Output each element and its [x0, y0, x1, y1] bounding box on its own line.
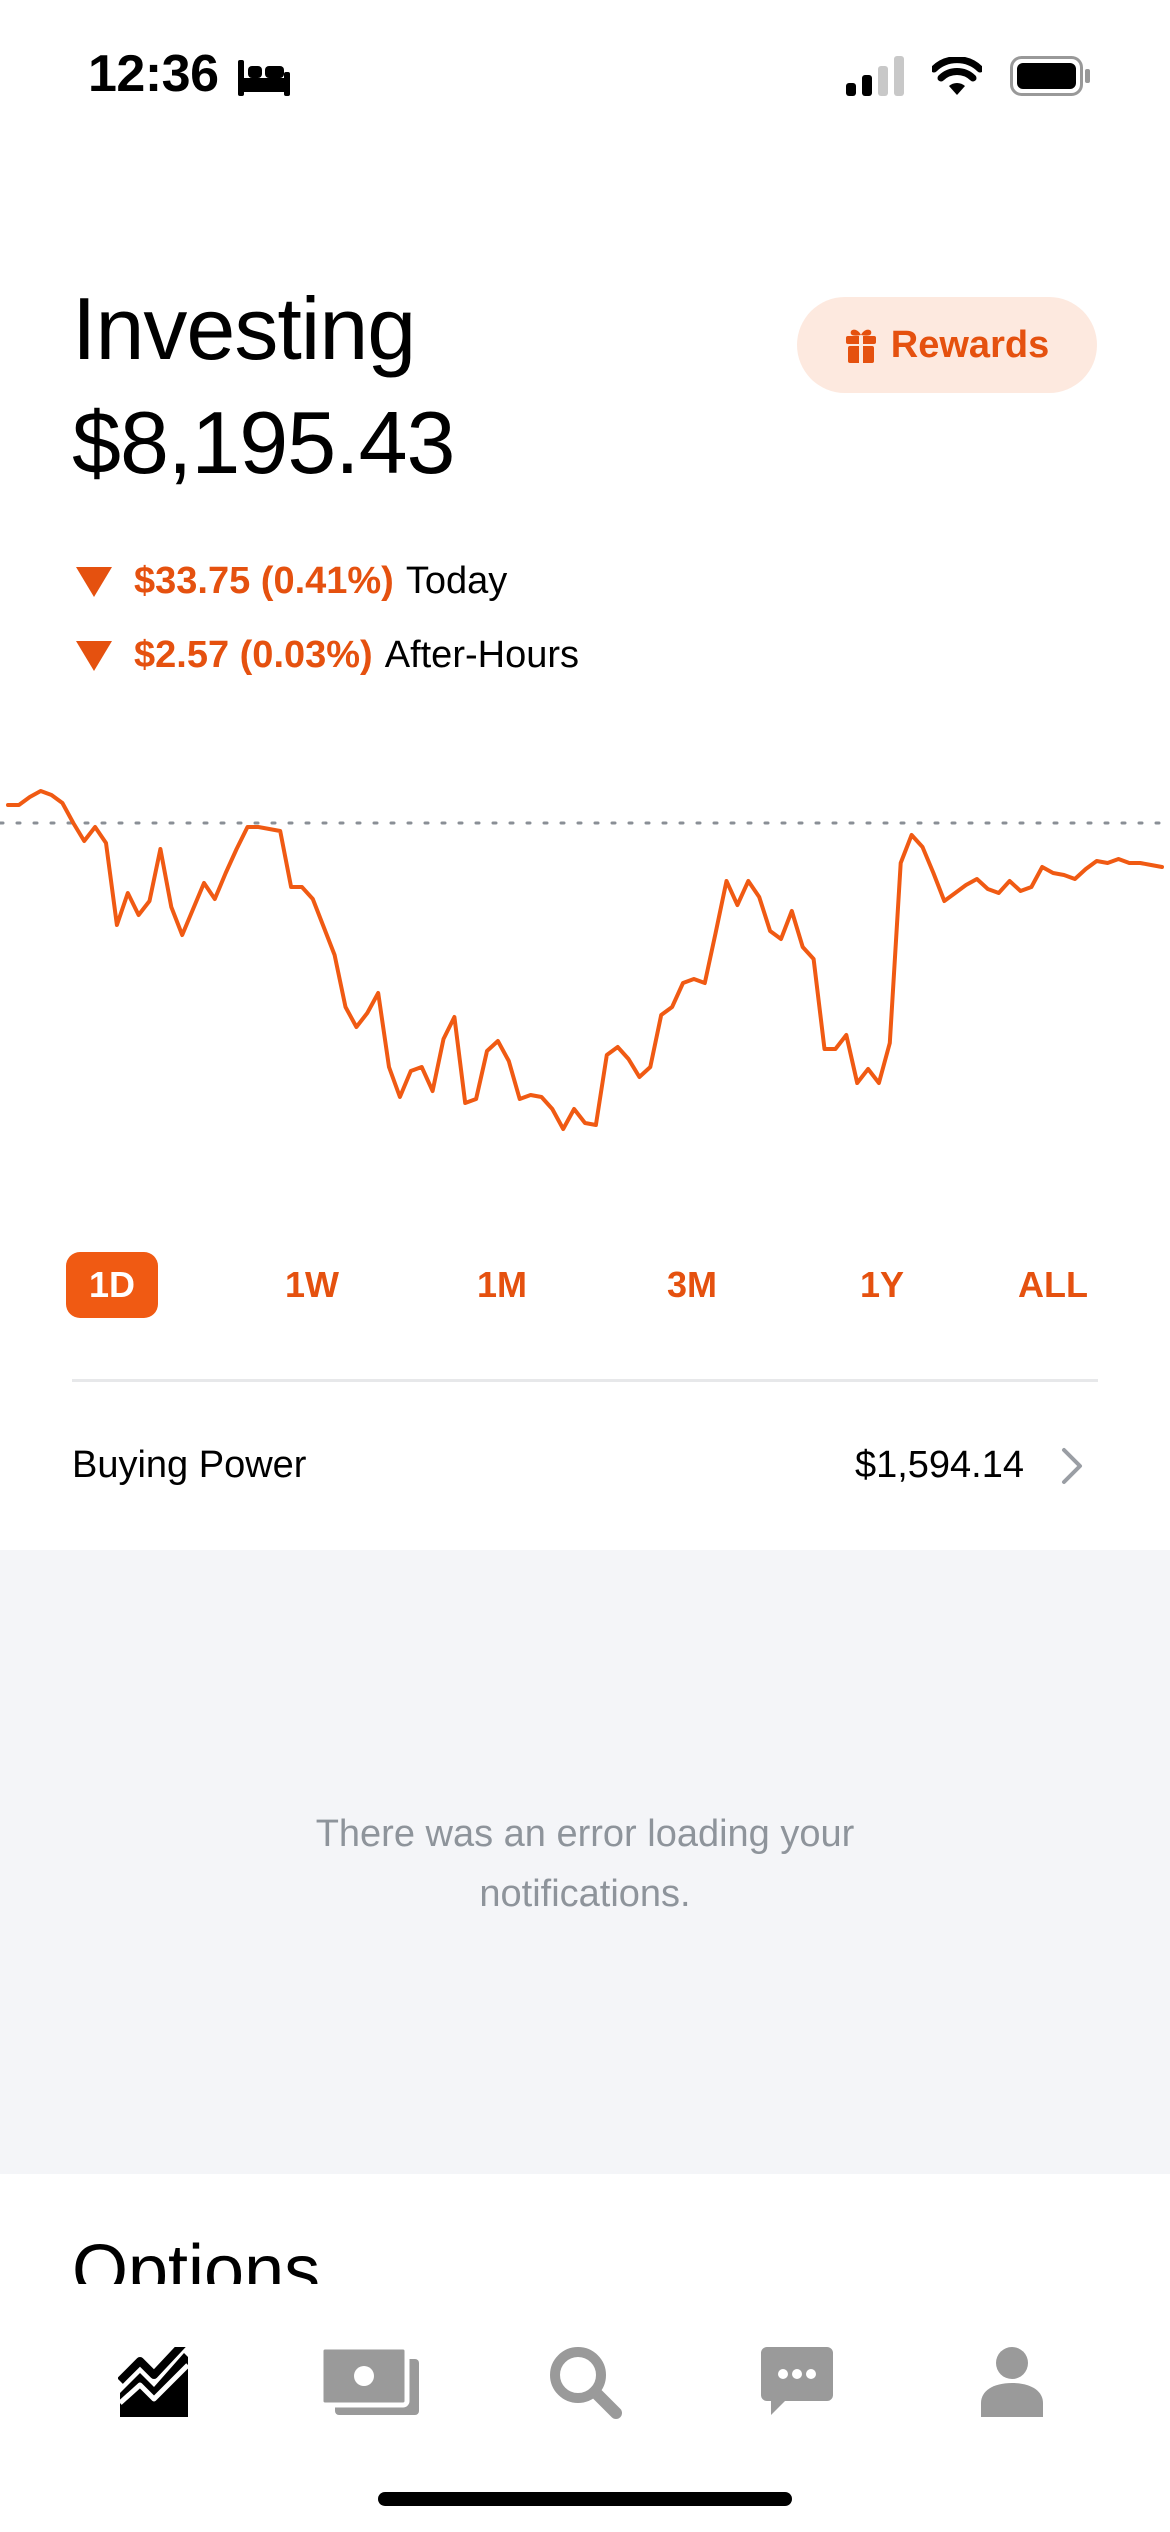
- page-title: Investing: [72, 279, 416, 378]
- account-icon: [981, 2346, 1043, 2422]
- cellular-signal-icon: [846, 56, 904, 101]
- today-change: $33.75 (0.41%) Today: [76, 560, 507, 603]
- home-indicator: [378, 2492, 792, 2506]
- status-indicators: [846, 56, 1092, 101]
- after-hours-change: $2.57 (0.03%) After-Hours: [76, 634, 579, 677]
- notifications-error-line1: There was an error loading your: [315, 1813, 855, 1855]
- bed-icon: [236, 58, 292, 103]
- chevron-right-icon: [1060, 1446, 1084, 1491]
- tab-investing[interactable]: [94, 2324, 214, 2444]
- range-tab-1y[interactable]: 1Y: [836, 1252, 928, 1318]
- search-icon: [548, 2345, 622, 2424]
- rewards-button[interactable]: Rewards: [797, 297, 1097, 393]
- today-change-label: Today: [405, 560, 508, 602]
- price-line: [6, 789, 1164, 1131]
- tab-search[interactable]: [525, 2324, 645, 2444]
- notifications-panel: There was an error loading your notifica…: [0, 1550, 1170, 2174]
- range-tab-1m[interactable]: 1M: [456, 1252, 548, 1318]
- tab-account[interactable]: [952, 2324, 1072, 2444]
- range-tab-1w[interactable]: 1W: [266, 1252, 358, 1318]
- tab-bar: [0, 2284, 1170, 2532]
- after-hours-change-amount: $2.57 (0.03%): [134, 634, 373, 676]
- range-tab-1d[interactable]: 1D: [66, 1252, 158, 1318]
- battery-icon: [1010, 56, 1092, 101]
- rewards-label: Rewards: [890, 323, 1050, 366]
- status-time: 12:36: [88, 45, 219, 103]
- divider: [72, 1379, 1098, 1382]
- gift-icon: [845, 327, 877, 363]
- range-tab-all[interactable]: ALL: [1006, 1252, 1100, 1318]
- notifications-error-message: There was an error loading your notifica…: [0, 1804, 1170, 1924]
- buying-power-label: Buying Power: [72, 1444, 307, 1486]
- after-hours-change-label: After-Hours: [384, 634, 579, 676]
- buying-power-row[interactable]: Buying Power $1,594.14: [0, 1400, 1170, 1532]
- portfolio-chart[interactable]: [0, 760, 1170, 1190]
- cash-icon: [318, 2344, 419, 2422]
- range-tab-3m[interactable]: 3M: [646, 1252, 738, 1318]
- range-selector: 1D 1W 1M 3M 1Y ALL: [66, 1252, 1100, 1318]
- messages-icon: [761, 2346, 833, 2422]
- tab-cash[interactable]: [310, 2324, 430, 2444]
- notifications-error-line2: notifications.: [479, 1873, 691, 1915]
- investing-chart-icon: [117, 2339, 190, 2422]
- options-heading: Options: [72, 2231, 321, 2284]
- portfolio-value: $8,195.43: [72, 393, 455, 492]
- wifi-icon: [930, 56, 984, 100]
- down-arrow-icon: [76, 640, 112, 671]
- down-arrow-icon: [76, 566, 112, 597]
- tab-messages[interactable]: [737, 2324, 857, 2444]
- today-change-amount: $33.75 (0.41%): [134, 560, 394, 602]
- buying-power-value: $1,594.14: [854, 1444, 1024, 1486]
